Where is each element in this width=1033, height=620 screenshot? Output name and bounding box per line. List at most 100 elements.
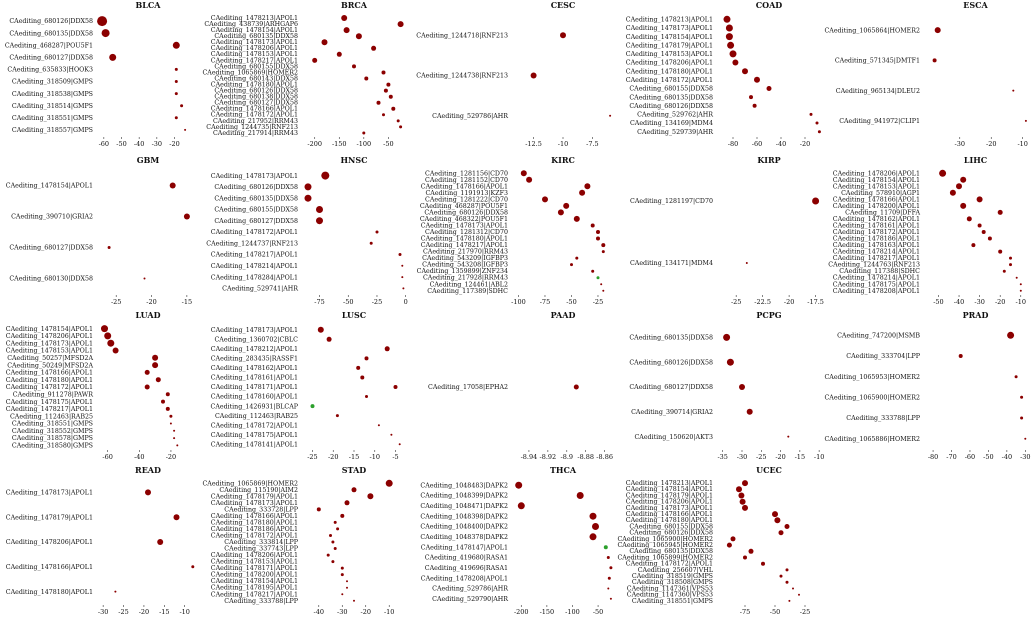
y-label-thca-0: CAediting_1048483|DAPK2 bbox=[420, 482, 508, 489]
y-label-lusc-0: CAediting_1478173|APOL1 bbox=[211, 327, 298, 334]
x-tick-label-brca: -200 bbox=[307, 140, 322, 148]
y-label-blca-7: CAediting_318514|GMPS bbox=[12, 103, 93, 110]
dot-kirc-9 bbox=[596, 230, 600, 234]
dot-stad-4 bbox=[316, 507, 321, 512]
x-tick-label-esca: -30 bbox=[955, 140, 965, 148]
dot-kirc-8 bbox=[590, 223, 595, 228]
y-label-hnsc-8: CAediting_1478214|APOL1 bbox=[211, 263, 298, 270]
dot-coad-3 bbox=[727, 41, 735, 49]
y-label-brca-4: CAediting_1478173|APOL1 bbox=[211, 39, 298, 46]
dot-lusc-11 bbox=[390, 433, 393, 436]
dot-hnsc-8 bbox=[401, 264, 404, 267]
panel-title-ucec: UCEC bbox=[756, 465, 782, 475]
dot-ucec-7 bbox=[784, 524, 790, 529]
x-tick-label-paad: -8.94 bbox=[521, 453, 538, 461]
dot-gbm-2 bbox=[107, 246, 111, 249]
y-label-lusc-1: CAediting_1360702|CBLC bbox=[214, 336, 298, 343]
dot-ucec-6 bbox=[774, 517, 781, 524]
y-label-read-0: CAediting_1478173|APOL1 bbox=[6, 490, 93, 497]
dot-blca-7 bbox=[180, 104, 184, 108]
y-label-thca-8: CAediting_419696|RASA1 bbox=[425, 565, 508, 572]
y-label-cesc-2: CAediting_529786|AHR bbox=[432, 113, 508, 120]
dot-cesc-0 bbox=[560, 32, 566, 39]
x-tick-label-lusc: -20 bbox=[328, 453, 338, 461]
dot-ucec-14 bbox=[785, 568, 789, 572]
y-label-kirc-17: CAediting_124461|ABL2 bbox=[430, 281, 508, 288]
y-label-lihc-3: CAediting_578910|AGP1 bbox=[841, 190, 920, 197]
y-label-lihc-18: CAediting_1478208|APOL1 bbox=[833, 288, 920, 295]
y-label-thca-1: CAediting_1048399|DAPK2 bbox=[420, 493, 508, 500]
dot-coad-6 bbox=[742, 68, 748, 75]
panel-title-pcpg: PCPG bbox=[756, 310, 781, 320]
y-label-luad-5: CAediting_50249|MFSD2A bbox=[7, 362, 93, 369]
y-label-blca-3: CAediting_680127|DDX58 bbox=[9, 55, 93, 62]
x-tick-label-paad: -8.92 bbox=[540, 453, 557, 461]
y-label-lihc-2: CAediting_1478153|APOL1 bbox=[833, 183, 920, 190]
y-label-thca-6: CAediting_1478147|APOL1 bbox=[421, 544, 508, 551]
dot-read-1 bbox=[173, 514, 180, 521]
dot-pcpg-2 bbox=[739, 384, 745, 390]
dot-brca-14 bbox=[376, 100, 381, 105]
x-tick-label-lihc: -40 bbox=[954, 298, 964, 306]
dot-gbm-0 bbox=[169, 182, 176, 189]
y-label-brca-3: CAediting_680135|DDX58 bbox=[214, 33, 298, 40]
y-label-kirc-4: CAediting_1281222|CD70 bbox=[425, 196, 508, 203]
y-label-prad-0: CAediting_747200|MSMB bbox=[837, 333, 920, 340]
y-label-ucec-6: CAediting_1478180|APOL1 bbox=[626, 517, 713, 524]
y-label-brca-5: CAediting_1478206|APOL1 bbox=[211, 45, 298, 52]
y-label-kirc-12: CAediting_217970|RRM43 bbox=[423, 249, 508, 256]
dot-blca-4 bbox=[174, 67, 178, 71]
dot-kirc-13 bbox=[575, 256, 579, 260]
y-label-prad-3: CAediting_1065900|HOMER2 bbox=[824, 395, 920, 402]
y-label-lusc-3: CAediting_283435|RASSF1 bbox=[211, 356, 298, 363]
dot-brca-4 bbox=[321, 39, 328, 46]
y-label-stad-16: CAediting_1478195|APOL1 bbox=[211, 585, 298, 592]
dot-lihc-14 bbox=[1009, 263, 1012, 267]
dot-read-0 bbox=[145, 489, 151, 496]
y-label-ucec-0: CAediting_1478213|APOL1 bbox=[626, 480, 713, 487]
dot-kirc-6 bbox=[557, 209, 564, 216]
y-label-coad-3: CAediting_1478179|APOL1 bbox=[626, 42, 713, 49]
y-label-coad-2: CAediting_1478154|APOL1 bbox=[626, 34, 713, 41]
y-label-lusc-10: CAediting_1478172|APOL1 bbox=[211, 422, 298, 429]
y-label-thca-10: CAediting_529786|AHR bbox=[432, 586, 508, 593]
dot-ucec-10 bbox=[726, 542, 732, 548]
dot-ucec-18 bbox=[798, 593, 800, 596]
y-label-luad-15: CAediting_318578|GMPS bbox=[12, 435, 93, 442]
dot-lusc-6 bbox=[393, 385, 398, 389]
y-label-hnsc-7: CAediting_1478217|APOL1 bbox=[211, 252, 298, 259]
y-label-cesc-1: CAediting_1244738|RNF213 bbox=[416, 73, 508, 80]
x-tick-label-coad: -60 bbox=[752, 140, 762, 148]
x-tick-label-cesc: -12.5 bbox=[525, 140, 542, 148]
y-label-coad-6: CAediting_1478180|APOL1 bbox=[626, 68, 713, 75]
dot-cesc-1 bbox=[530, 72, 537, 79]
dot-lihc-17 bbox=[1019, 283, 1022, 286]
dot-thca-8 bbox=[609, 566, 613, 570]
dot-brca-3 bbox=[355, 33, 362, 40]
y-label-hnsc-3: CAediting_680155|DDX58 bbox=[214, 207, 298, 214]
y-label-brca-11: CAediting_1478180|APOL1 bbox=[211, 81, 298, 88]
dot-kirc-0 bbox=[520, 170, 527, 177]
y-label-kirc-16: CAediting_217928|RRM43 bbox=[423, 275, 508, 282]
dot-stad-15 bbox=[346, 580, 348, 583]
x-tick-label-kirc: -75 bbox=[540, 298, 550, 306]
dot-thca-1 bbox=[576, 492, 584, 499]
x-tick-label-brca: -50 bbox=[383, 140, 393, 148]
y-label-luad-8: CAediting_1478172|APOL1 bbox=[6, 384, 93, 391]
y-label-ucec-12: CAediting_1065899|HOMER2 bbox=[617, 554, 713, 561]
x-tick-label-pcpg: -25 bbox=[756, 453, 766, 461]
y-label-pcpg-4: CAediting_150620|AKT3 bbox=[634, 434, 713, 441]
dot-luad-3 bbox=[112, 347, 119, 354]
y-label-stad-18: CAediting_333788|LPP bbox=[224, 598, 298, 605]
y-label-ucec-10: CAediting_1065945|HOMER2 bbox=[617, 542, 713, 549]
dot-lihc-1 bbox=[960, 176, 967, 183]
panel-title-gbm: GBM bbox=[137, 155, 160, 165]
x-tick-label-prad: -60 bbox=[965, 453, 975, 461]
dot-thca-0 bbox=[515, 481, 523, 489]
y-label-kirc-9: CAediting_1281312|CD70 bbox=[425, 229, 508, 236]
x-tick-label-hnsc: -50 bbox=[343, 298, 353, 306]
dot-lihc-4 bbox=[976, 196, 983, 203]
dot-kirc-18 bbox=[602, 289, 605, 292]
dot-hnsc-5 bbox=[375, 230, 379, 234]
dot-coad-9 bbox=[749, 95, 753, 100]
